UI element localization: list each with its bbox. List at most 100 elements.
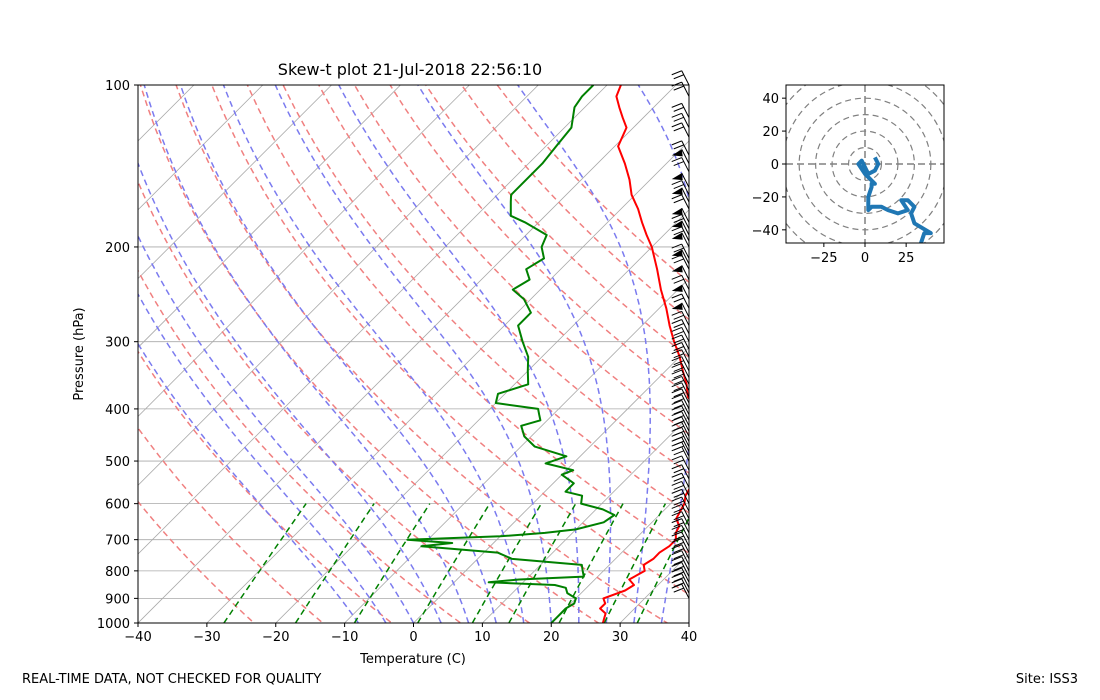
x-tick-label: 10 <box>474 630 491 645</box>
wind-barb <box>671 504 690 519</box>
moist-adiabat-line <box>138 161 442 623</box>
isotherm-line <box>138 85 539 486</box>
dry-adiabat-line <box>496 85 689 284</box>
y-tick-label: 1000 <box>97 617 130 632</box>
wind-barb <box>671 561 690 577</box>
hodograph-series <box>856 156 933 243</box>
wind-barb <box>671 431 690 447</box>
dry-adiabat-line <box>138 179 531 623</box>
dewpoint-trace <box>406 85 616 623</box>
dry-adiabat-line <box>211 85 689 596</box>
mixing-ratio-line <box>223 503 307 623</box>
hodograph-y-tick-label: −40 <box>752 224 779 239</box>
wind-barb <box>671 399 690 415</box>
isotherm-line <box>0 85 56 634</box>
wind-barb <box>671 472 690 488</box>
wind-barb <box>671 411 690 427</box>
wind-barb <box>671 375 690 391</box>
moist-adiabat-line <box>688 619 689 623</box>
wind-barb <box>671 102 690 118</box>
moist-adiabat-line <box>717 85 843 623</box>
moist-adiabat-line <box>179 85 497 623</box>
wind-barb <box>671 232 690 248</box>
wind-barb <box>671 214 690 229</box>
isotherm-line <box>688 622 689 623</box>
wind-barb <box>671 573 690 588</box>
isotherm-line <box>344 278 689 623</box>
wind-barb <box>671 274 690 290</box>
moist-adiabat-line <box>138 234 415 623</box>
isotherm-line <box>138 85 677 623</box>
y-tick-label: 900 <box>105 592 130 607</box>
x-tick-label: −30 <box>193 630 220 645</box>
wind-barb <box>671 254 690 270</box>
wind-barb <box>671 488 690 504</box>
wind-barb <box>671 157 690 173</box>
wind-barb <box>671 149 690 164</box>
dry-adiabat-line <box>282 85 689 514</box>
y-tick-label: 800 <box>105 565 130 580</box>
x-tick-label: 0 <box>409 630 417 645</box>
wind-barb <box>671 382 690 398</box>
isotherm-line <box>275 209 689 623</box>
wind-barb <box>671 326 690 342</box>
wind-barb <box>671 194 690 210</box>
mixing-ratio-line <box>471 503 542 623</box>
wind-barb <box>671 531 690 547</box>
wind-barb <box>671 481 690 496</box>
hodograph-trace <box>856 156 933 243</box>
wind-barb <box>671 550 690 566</box>
temperature-trace <box>599 85 689 623</box>
hodograph-x-axis: −25 0 25 <box>810 243 914 266</box>
moist-adiabat-line <box>417 85 612 623</box>
y-tick-label: 500 <box>105 455 130 470</box>
site-label: Site: ISS3 <box>1015 672 1078 687</box>
wind-barb <box>671 265 690 280</box>
wind-barb <box>671 302 690 318</box>
wind-barb <box>671 567 690 583</box>
wind-barb <box>671 122 690 138</box>
wind-barb <box>671 226 690 242</box>
data-quality-notice: REAL-TIME DATA, NOT CHECKED FOR QUALITY <box>22 672 322 687</box>
mixing-ratio-line <box>353 503 431 623</box>
dry-adiabat-line <box>246 85 689 555</box>
x-tick-label: 20 <box>543 630 560 645</box>
mixing-ratio-line <box>636 516 689 623</box>
skewt-plot-frame <box>137 84 690 624</box>
hodograph-x-tick-label: −25 <box>810 251 837 266</box>
y-tick-label: 100 <box>105 79 130 94</box>
moist-adiabat-line <box>138 292 387 623</box>
wind-barb <box>671 511 690 527</box>
skewt-title: Skew-t plot 21-Jul-2018 22:56:10 <box>278 60 542 79</box>
hodograph-y-tick-label: 0 <box>771 158 779 173</box>
wind-barb <box>671 220 690 236</box>
dry-adiabat-line <box>318 85 689 475</box>
wind-barb <box>671 583 690 599</box>
wind-barb <box>671 405 690 421</box>
hodograph-y-tick-label: 40 <box>762 92 779 107</box>
moist-adiabat-line <box>222 85 525 623</box>
dry-adiabat-line <box>389 85 689 397</box>
mixing-ratio-line <box>417 503 491 623</box>
wind-barb <box>671 342 690 357</box>
hodograph-y-tick-label: 20 <box>762 125 779 140</box>
wind-barb <box>671 284 690 300</box>
wind-barb <box>671 496 690 512</box>
y-tick-label: 700 <box>105 534 130 549</box>
dry-adiabat-line <box>425 85 689 359</box>
y-tick-label: 300 <box>105 336 130 351</box>
x-tick-label: −10 <box>331 630 358 645</box>
skewt-series <box>406 85 689 623</box>
hodograph-ring <box>847 146 883 182</box>
wind-barb <box>671 207 690 223</box>
wind-barb <box>671 524 690 540</box>
wind-barb <box>671 446 690 462</box>
isotherm-line <box>0 85 125 634</box>
hodograph-x-tick-label: 25 <box>898 251 915 266</box>
moist-adiabat-line <box>338 85 580 623</box>
skewt-x-axis: −40 −30 −20 −10 0 10 20 30 40 <box>124 623 697 645</box>
wind-barb <box>671 349 690 365</box>
isotherm-line <box>138 85 264 211</box>
dry-adiabat-line <box>353 85 689 435</box>
